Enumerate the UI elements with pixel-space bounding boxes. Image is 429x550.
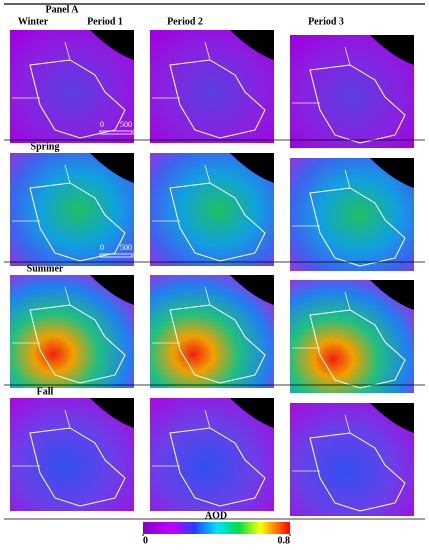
border	[152, 41, 211, 99]
mountain-area	[230, 275, 274, 305]
scale-start: 0	[100, 243, 104, 252]
border	[12, 41, 71, 99]
border	[292, 291, 351, 349]
coastline	[169, 304, 266, 384]
season-label: Spring	[31, 141, 60, 152]
coastline	[309, 309, 406, 389]
scale-bar	[99, 253, 133, 258]
border	[152, 409, 211, 467]
column-header: Period 1	[87, 16, 123, 27]
coastline	[169, 59, 266, 139]
column-header: Period 2	[167, 16, 203, 27]
border	[292, 46, 351, 104]
mountain-area	[90, 398, 134, 428]
border	[292, 414, 351, 472]
column-header: Period 3	[308, 16, 344, 27]
mountain-area	[90, 275, 134, 305]
mountain-area	[90, 153, 134, 183]
mountain-area	[370, 35, 414, 65]
border	[152, 164, 211, 222]
mountain-area	[370, 280, 414, 310]
coastline	[309, 64, 406, 144]
colorbar-label: AOD	[205, 510, 227, 521]
colorbar-tick-label: 0	[143, 535, 148, 546]
mountain-area	[90, 30, 134, 60]
coastline	[309, 187, 406, 267]
scale-start: 0	[100, 120, 104, 129]
coastline	[29, 182, 126, 262]
coastline	[29, 427, 126, 507]
scale-distance: 500	[120, 243, 132, 252]
scale-unit: km	[133, 128, 144, 137]
panel-label: Panel A	[45, 4, 79, 15]
coastline	[29, 59, 126, 139]
season-label: Fall	[37, 386, 54, 397]
border	[152, 286, 211, 344]
border	[12, 286, 71, 344]
scale-distance: 500	[120, 120, 132, 129]
border	[12, 164, 71, 222]
season-label: Summer	[27, 263, 64, 274]
mountain-area	[230, 398, 274, 428]
coastline	[169, 427, 266, 507]
season-label: Winter	[18, 16, 49, 27]
scale-unit: km	[133, 251, 144, 260]
mountain-area	[230, 30, 274, 60]
border	[12, 409, 71, 467]
border	[292, 169, 351, 227]
colorbar-tick-label: 0.8	[278, 535, 291, 546]
mountain-area	[230, 153, 274, 183]
coastline	[309, 432, 406, 512]
colorbar	[143, 522, 290, 534]
coastline	[29, 304, 126, 384]
mountain-area	[370, 158, 414, 188]
scale-bar	[99, 130, 133, 135]
mountain-area	[370, 403, 414, 433]
coastline	[169, 182, 266, 262]
